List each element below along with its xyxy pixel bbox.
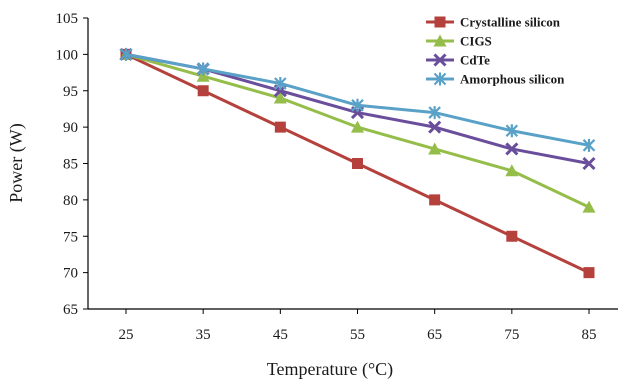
data-point-cdte	[582, 156, 596, 171]
data-point-crystalline-silicon	[274, 121, 286, 133]
x-ticks: 25 35 45 55 65 75 85	[119, 309, 597, 343]
data-point-crystalline-silicon	[197, 85, 209, 97]
y-tick-label: 95	[63, 84, 78, 100]
x-tick-label: 35	[196, 327, 211, 343]
y-axis-title: Power (W)	[6, 123, 27, 202]
data-point-cdte	[505, 142, 519, 156]
data-point-cigs	[196, 69, 210, 82]
y-tick-label: 70	[63, 266, 78, 282]
data-point-cigs	[582, 200, 596, 213]
legend-marker	[433, 72, 447, 86]
x-tick-label: 25	[119, 327, 134, 343]
legend-item-cdte[interactable]: CdTe	[426, 53, 490, 68]
x-tick-label: 45	[273, 327, 288, 343]
data-point-amorphous-silicon	[505, 124, 519, 138]
data-point-cigs	[273, 91, 287, 104]
data-point-amorphous-silicon	[274, 76, 287, 90]
legend-label: Crystalline silicon	[460, 15, 561, 30]
y-tick-label: 85	[63, 157, 78, 173]
series-crystalline-silicon	[120, 48, 595, 279]
data-point-amorphous-silicon	[119, 47, 133, 61]
legend-item-cigs[interactable]: CIGS	[426, 34, 492, 49]
legend-item-amorphous-silicon[interactable]: Amorphous silicon	[426, 72, 565, 87]
x-tick-label: 55	[350, 327, 365, 343]
y-tick-label: 105	[56, 11, 79, 27]
data-point-crystalline-silicon	[352, 158, 363, 169]
data-point-cdte	[428, 120, 442, 134]
x-tick-label: 65	[427, 327, 442, 343]
legend-item-crystalline-silicon[interactable]: Crystalline silicon	[426, 15, 561, 30]
data-point-crystalline-silicon	[506, 230, 518, 242]
data-point-cigs	[351, 120, 364, 133]
series-amorphous-silicon	[119, 47, 596, 152]
series-layer	[119, 47, 596, 279]
x-axis-title: Temperature (°C)	[267, 359, 393, 380]
y-tick-label: 90	[63, 120, 78, 136]
data-point-cigs	[428, 142, 442, 155]
x-tick-label: 75	[504, 327, 519, 343]
data-point-crystalline-silicon	[583, 267, 595, 279]
legend-marker	[434, 16, 446, 28]
data-point-crystalline-silicon	[429, 194, 441, 206]
legend-label: CdTe	[460, 53, 490, 68]
data-point-amorphous-silicon	[582, 138, 596, 152]
legend-marker	[433, 53, 447, 67]
data-point-cigs	[505, 164, 519, 177]
legend-label: CIGS	[460, 34, 492, 49]
y-tick-label: 100	[56, 47, 79, 63]
data-point-amorphous-silicon	[351, 98, 364, 112]
y-tick-label: 80	[63, 193, 78, 209]
legend[interactable]: Crystalline silicon CIGS CdTe Amorphous sil…	[426, 15, 565, 87]
data-point-amorphous-silicon	[196, 62, 210, 76]
y-tick-label: 65	[63, 302, 78, 318]
legend-label: Amorphous silicon	[460, 72, 565, 87]
data-point-amorphous-silicon	[428, 106, 441, 120]
x-tick-label: 85	[582, 327, 597, 343]
y-tick-label: 75	[63, 229, 78, 245]
legend-marker	[433, 34, 447, 47]
y-ticks: 65 70 75 80 85 90 95 100 105	[56, 11, 88, 318]
